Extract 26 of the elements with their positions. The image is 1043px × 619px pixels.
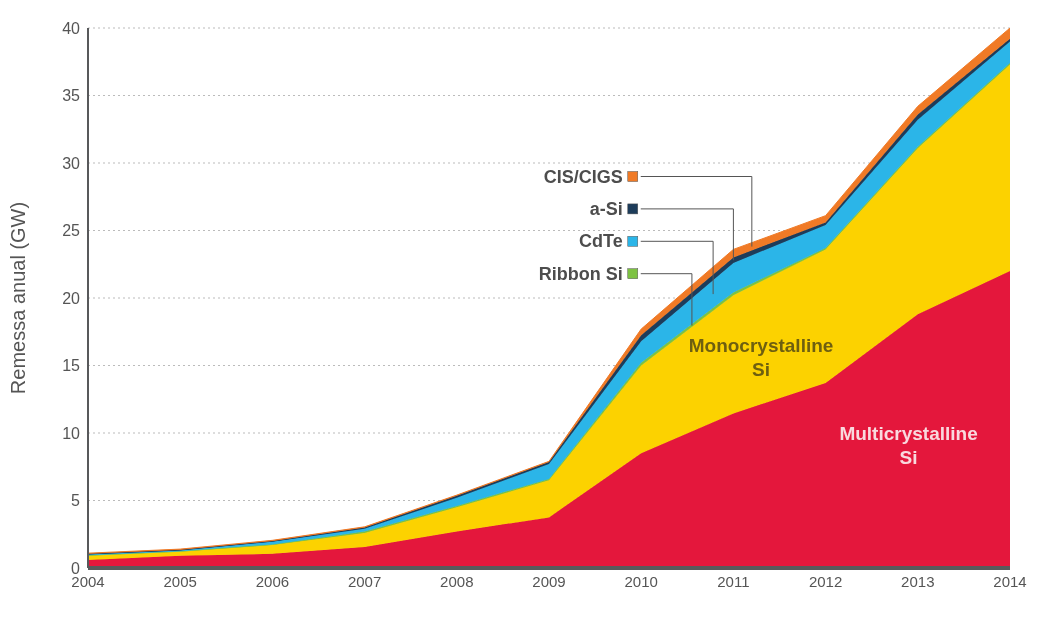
y-tick-label: 40 — [62, 19, 81, 37]
x-tick-label: 2011 — [717, 572, 750, 590]
y-tick-label: 5 — [71, 492, 81, 510]
x-tick-label: 2010 — [624, 572, 658, 590]
x-tick-label: 2007 — [347, 572, 382, 590]
series-label: Monocrystalline Si — [688, 335, 834, 380]
y-tick-label: 20 — [62, 289, 81, 307]
legend-label: Ribbon Si — [538, 263, 623, 284]
series-label: Multicrystalline Si — [839, 422, 978, 468]
y-tick-label: 30 — [62, 154, 81, 172]
x-tick-label: 2013 — [901, 572, 935, 590]
y-tick-label: 0 — [71, 559, 81, 577]
x-tick-label: 2012 — [808, 572, 843, 590]
y-tick-label: 25 — [62, 222, 81, 240]
legend-label: a-Si — [589, 198, 623, 219]
y-axis-title: Remessa anual (GW) — [7, 201, 30, 395]
legend-label: CdTe — [579, 231, 623, 252]
y-tick-label: 10 — [62, 424, 81, 442]
x-tick-label: 2006 — [255, 572, 290, 590]
x-tick-label: 2009 — [532, 572, 566, 590]
x-tick-label: 2014 — [993, 572, 1027, 590]
y-tick-label: 35 — [62, 87, 81, 105]
legend-label: CIS/CIGS — [543, 166, 623, 187]
x-tick-label: 2008 — [440, 572, 474, 590]
x-tick-label: 2005 — [163, 572, 197, 590]
y-tick-label: 15 — [62, 357, 81, 375]
